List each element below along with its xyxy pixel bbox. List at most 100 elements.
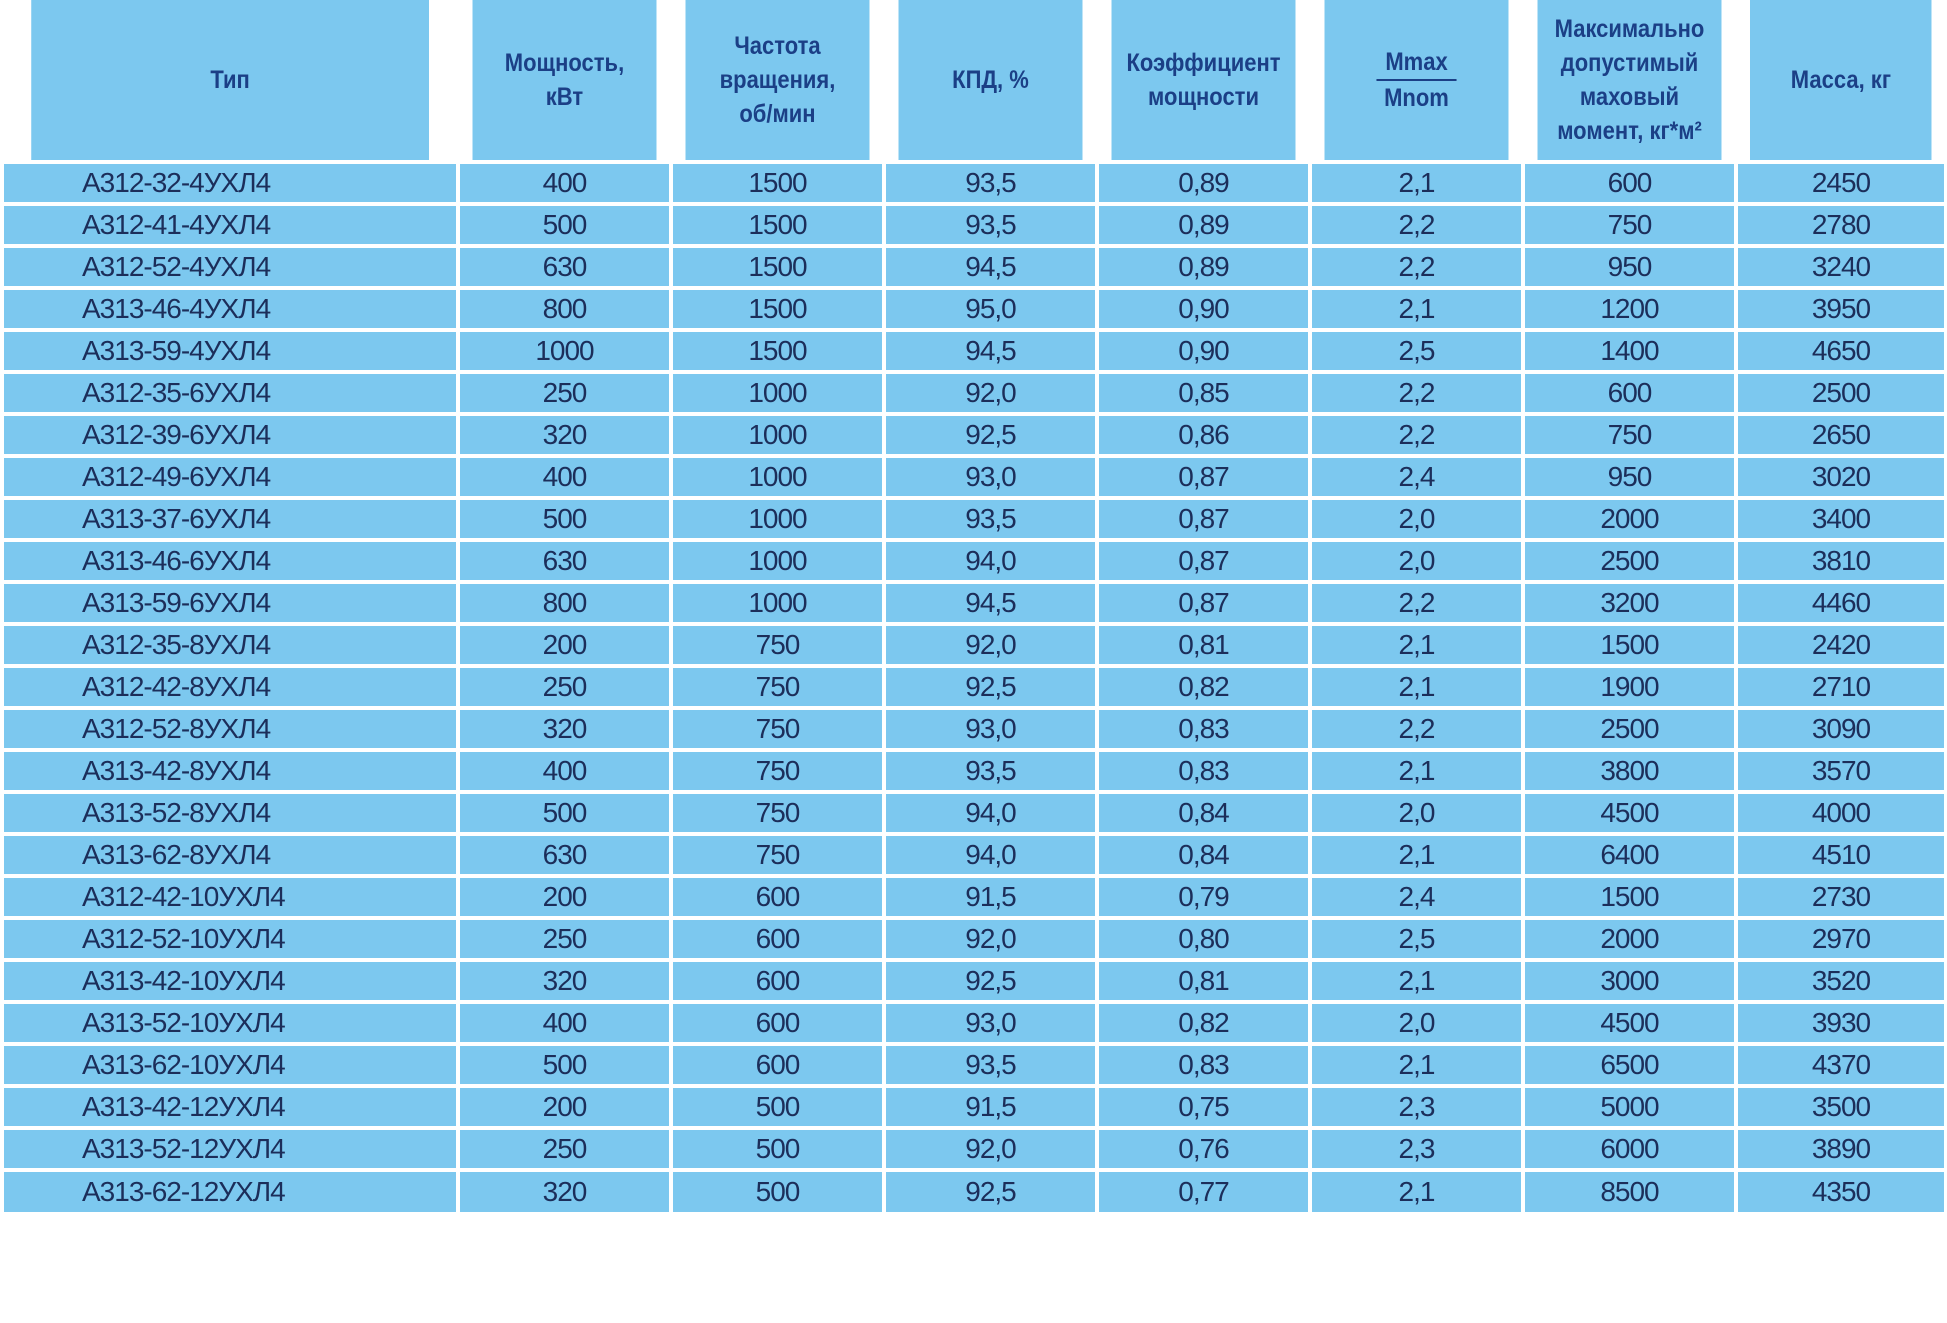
torque-ratio-cell: 2,2 (1308, 412, 1525, 458)
header-power-factor: Коэффициент мощности (1108, 0, 1299, 164)
mass-cell: 2650 (1734, 412, 1944, 458)
table-row: А313-42-12УХЛ4 200 500 91,5 0,75 2,3 5000 3500 (4, 1084, 1944, 1130)
mass-cell: 4000 (1734, 790, 1944, 836)
type-cell: А312-52-8УХЛ4 (4, 706, 460, 752)
header-rotation-speed: Частота вращения, об/мин (682, 0, 873, 164)
efficiency-cell: 92,0 (882, 916, 1099, 962)
power-factor-cell: 0,90 (1095, 286, 1312, 332)
power-cell: 400 (456, 160, 673, 206)
power-cell: 250 (456, 370, 673, 416)
power-factor-cell: 0,77 (1095, 1168, 1312, 1212)
mass-cell: 4370 (1734, 1042, 1944, 1088)
type-cell: А312-32-4УХЛ4 (4, 160, 460, 206)
type-cell: А313-62-8УХЛ4 (4, 832, 460, 878)
torque-ratio-denominator: Mnom (1384, 84, 1449, 112)
power-factor-cell: 0,89 (1095, 160, 1312, 206)
efficiency-cell: 93,0 (882, 706, 1099, 752)
power-cell: 400 (456, 1000, 673, 1046)
table-row: А312-42-8УХЛ4 250 750 92,5 0,82 2,1 1900 2710 (4, 664, 1944, 710)
type-cell: А313-46-4УХЛ4 (4, 286, 460, 332)
power-cell: 200 (456, 1084, 673, 1130)
mass-cell: 3890 (1734, 1126, 1944, 1172)
power-factor-cell: 0,89 (1095, 244, 1312, 290)
efficiency-cell: 93,0 (882, 454, 1099, 500)
flywheel-moment-cell: 600 (1521, 160, 1738, 206)
table-row: А313-46-6УХЛ4 630 1000 94,0 0,87 2,0 2500 3810 (4, 538, 1944, 584)
torque-ratio-cell: 2,1 (1308, 622, 1525, 668)
flywheel-moment-cell: 6500 (1521, 1042, 1738, 1088)
flywheel-moment-cell: 750 (1521, 202, 1738, 248)
mass-cell: 3090 (1734, 706, 1944, 752)
rotation-speed-cell: 600 (669, 1000, 886, 1046)
power-cell: 500 (456, 202, 673, 248)
flywheel-moment-cell: 1900 (1521, 664, 1738, 710)
torque-ratio-cell: 2,4 (1308, 454, 1525, 500)
power-cell: 1000 (456, 328, 673, 374)
header-power: Мощность, кВт (469, 0, 660, 164)
power-cell: 200 (456, 874, 673, 920)
flywheel-moment-cell: 950 (1521, 244, 1738, 290)
power-cell: 500 (456, 790, 673, 836)
type-cell: А312-35-6УХЛ4 (4, 370, 460, 416)
rotation-speed-cell: 1000 (669, 496, 886, 542)
table-row: А312-49-6УХЛ4 400 1000 93,0 0,87 2,4 950 3020 (4, 454, 1944, 500)
power-cell: 500 (456, 1042, 673, 1088)
efficiency-cell: 91,5 (882, 874, 1099, 920)
torque-ratio-cell: 2,4 (1308, 874, 1525, 920)
torque-ratio-cell: 2,1 (1308, 1042, 1525, 1088)
mass-cell: 3810 (1734, 538, 1944, 584)
type-cell: А312-42-10УХЛ4 (4, 874, 460, 920)
torque-ratio-cell: 2,0 (1308, 790, 1525, 836)
power-factor-cell: 0,82 (1095, 1000, 1312, 1046)
header-efficiency: КПД, % (895, 0, 1086, 164)
table-row: А313-42-8УХЛ4 400 750 93,5 0,83 2,1 3800 3570 (4, 748, 1944, 794)
flywheel-moment-cell: 2000 (1521, 916, 1738, 962)
efficiency-cell: 94,5 (882, 328, 1099, 374)
rotation-speed-cell: 750 (669, 706, 886, 752)
efficiency-cell: 94,0 (882, 832, 1099, 878)
rotation-speed-cell: 750 (669, 790, 886, 836)
torque-ratio-cell: 2,1 (1308, 958, 1525, 1004)
type-cell: А313-42-8УХЛ4 (4, 748, 460, 794)
power-factor-cell: 0,83 (1095, 748, 1312, 794)
power-factor-cell: 0,90 (1095, 328, 1312, 374)
table-row: А313-59-6УХЛ4 800 1000 94,5 0,87 2,2 3200 4460 (4, 580, 1944, 626)
mass-cell: 4510 (1734, 832, 1944, 878)
rotation-speed-cell: 1000 (669, 370, 886, 416)
rotation-speed-cell: 1000 (669, 538, 886, 584)
table-row: А313-62-12УХЛ4 320 500 92,5 0,77 2,1 8500 4350 (4, 1168, 1944, 1212)
rotation-speed-cell: 600 (669, 874, 886, 920)
table-row: А312-52-4УХЛ4 630 1500 94,5 0,89 2,2 950 3240 (4, 244, 1944, 290)
table-row: А312-32-4УХЛ4 400 1500 93,5 0,89 2,1 600 2450 (4, 160, 1944, 206)
type-cell: А312-49-6УХЛ4 (4, 454, 460, 500)
flywheel-moment-cell: 6000 (1521, 1126, 1738, 1172)
mass-cell: 2730 (1734, 874, 1944, 920)
power-cell: 400 (456, 454, 673, 500)
torque-ratio-cell: 2,2 (1308, 370, 1525, 416)
mass-cell: 3400 (1734, 496, 1944, 542)
torque-ratio-cell: 2,0 (1308, 1000, 1525, 1046)
power-factor-cell: 0,83 (1095, 1042, 1312, 1088)
mass-cell: 2500 (1734, 370, 1944, 416)
efficiency-cell: 95,0 (882, 286, 1099, 332)
power-cell: 200 (456, 622, 673, 668)
torque-ratio-cell: 2,1 (1308, 664, 1525, 710)
header-mass: Масса, кг (1746, 0, 1932, 164)
table-row: А313-37-6УХЛ4 500 1000 93,5 0,87 2,0 2000 3400 (4, 496, 1944, 542)
efficiency-cell: 93,5 (882, 202, 1099, 248)
rotation-speed-cell: 750 (669, 748, 886, 794)
mass-cell: 2420 (1734, 622, 1944, 668)
power-cell: 630 (456, 832, 673, 878)
rotation-speed-cell: 500 (669, 1168, 886, 1212)
power-factor-cell: 0,83 (1095, 706, 1312, 752)
flywheel-moment-cell: 8500 (1521, 1168, 1738, 1212)
type-cell: А312-52-10УХЛ4 (4, 916, 460, 962)
flywheel-moment-cell: 6400 (1521, 832, 1738, 878)
power-factor-cell: 0,89 (1095, 202, 1312, 248)
rotation-speed-cell: 600 (669, 916, 886, 962)
power-cell: 250 (456, 916, 673, 962)
torque-ratio-cell: 2,2 (1308, 244, 1525, 290)
type-cell: А312-41-4УХЛ4 (4, 202, 460, 248)
type-cell: А313-59-6УХЛ4 (4, 580, 460, 626)
mass-cell: 3950 (1734, 286, 1944, 332)
